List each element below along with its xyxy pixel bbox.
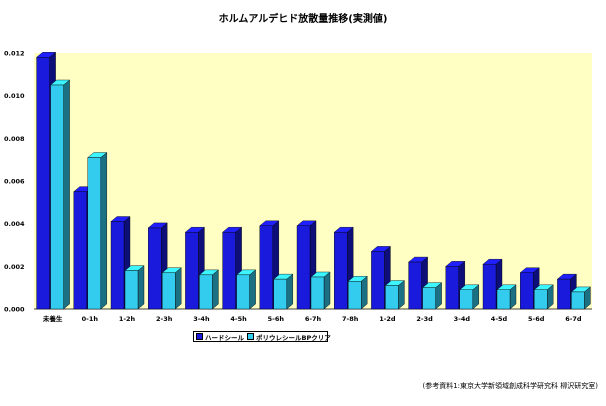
bar (384, 280, 405, 310)
bar (87, 152, 108, 310)
y-tick-label: 0.000 (4, 306, 25, 314)
bar (124, 265, 145, 310)
bars (36, 51, 591, 310)
bar (161, 267, 182, 310)
bar-front (445, 266, 459, 310)
bar-side (286, 273, 293, 310)
y-tick-label: 0.004 (4, 220, 25, 228)
x-tick-label: 3-4d (454, 315, 471, 323)
legend-label: ハードシール (205, 333, 244, 342)
legend-swatch (247, 333, 254, 340)
bar-front (422, 287, 436, 310)
y-tick-label: 0.012 (4, 50, 25, 58)
bar-front (199, 274, 213, 310)
y-tick-label: 0.008 (4, 135, 25, 143)
legend-label: ポリウレシールBPクリア (256, 333, 331, 342)
bar-front (87, 157, 102, 310)
legend: ハードシール ポリウレシールBPクリア (193, 331, 331, 342)
bar-side (249, 269, 256, 310)
bar-front (259, 225, 273, 310)
bar-front (459, 289, 473, 310)
bar (570, 286, 591, 310)
bar-front (50, 84, 64, 310)
x-tick-label: 1-2h (119, 315, 136, 323)
bar (50, 79, 71, 310)
bar-side (174, 267, 182, 310)
legend-swatch (196, 333, 203, 340)
y-axis: 0.000 0.002 0.004 0.006 0.008 0.010 0.012 (4, 50, 25, 314)
legend-item-hard-seal: ハードシール (196, 332, 244, 342)
bar-front (36, 57, 50, 310)
bar-front (310, 276, 325, 310)
bar-side (137, 265, 145, 310)
bar-front (273, 278, 287, 310)
bar-front (520, 272, 534, 310)
source-note: (参考資料1:東京大学新領域創成科学研究科 柳沢研究室) (422, 382, 599, 390)
bar-side (323, 271, 331, 310)
bar-front (496, 289, 511, 310)
x-tick-label: 4-5h (230, 315, 247, 323)
x-tick-label: 6-7d (565, 315, 582, 323)
bar-front (110, 221, 125, 310)
bar-front (557, 278, 571, 310)
bar-side (63, 79, 70, 310)
bar-front (236, 274, 250, 310)
bar-front (571, 291, 585, 310)
x-tick-label: 未養生 (43, 314, 63, 323)
bar-front (408, 261, 422, 310)
bar (459, 284, 480, 310)
bar (533, 284, 554, 310)
bar (310, 271, 331, 310)
x-tick-label: 5-6d (528, 315, 545, 323)
bar-front (534, 289, 548, 310)
bar-front (185, 231, 199, 310)
bar-front (124, 270, 139, 310)
x-tick-label: 4-5d (491, 315, 508, 323)
x-tick-label: 2-3d (416, 315, 433, 323)
x-tick-label: 3-4h (193, 315, 210, 323)
bar-side (361, 275, 368, 310)
bar-front (161, 272, 176, 310)
bar-front (147, 227, 162, 310)
bar-front (73, 191, 88, 310)
x-tick-label: 7-8h (342, 315, 359, 323)
bar (422, 282, 443, 310)
bar (273, 273, 294, 310)
bar (236, 269, 257, 310)
bar-front (385, 285, 399, 310)
bar-front (371, 251, 385, 310)
y-tick-label: 0.002 (4, 263, 25, 271)
bar-front (334, 231, 348, 310)
x-tick-label: 0-1h (82, 315, 99, 323)
bar-front (296, 225, 311, 310)
bar (496, 284, 517, 310)
y-tick-label: 0.006 (4, 178, 25, 186)
bar-side (100, 152, 108, 310)
x-tick-label: 5-6h (268, 315, 285, 323)
x-tick-label: 1-2d (379, 315, 396, 323)
bar-side (212, 269, 219, 310)
legend-item-polyure-seal: ポリウレシールBPクリア (247, 332, 331, 342)
bar-front (222, 231, 236, 310)
x-tick-label: 2-3h (156, 315, 173, 323)
x-axis: 未養生 0-1h 1-2h 2-3h 3-4h 4-5h 5-6h 6-7h 7-8h 1-2d 2… (43, 314, 582, 323)
chart-title: ホルムアルデヒド放散量推移(実測値) (218, 14, 388, 25)
y-tick-label: 0.010 (4, 92, 25, 100)
x-tick-label: 6-7h (305, 315, 322, 323)
bar-front (348, 281, 362, 310)
bar (198, 269, 219, 310)
bar-front (482, 264, 497, 310)
bar (347, 275, 368, 310)
